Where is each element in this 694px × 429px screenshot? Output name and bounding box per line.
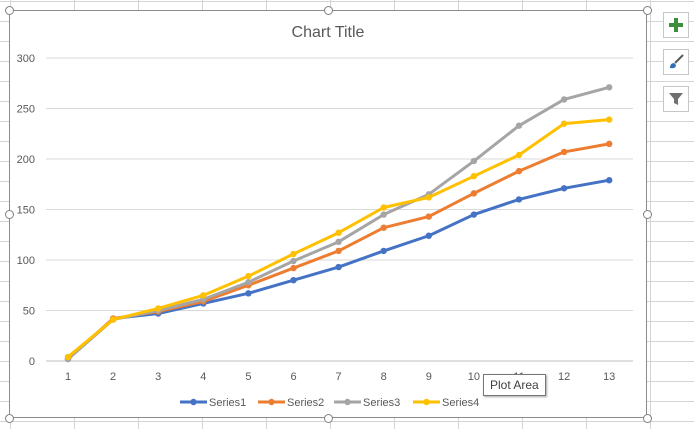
x-tick-label: 12 [558,371,570,383]
chart-styles-button[interactable] [663,49,689,75]
data-point[interactable] [380,204,387,211]
data-point[interactable] [515,167,523,175]
data-point[interactable] [606,116,613,123]
resize-handle-top[interactable] [324,6,333,15]
legend-label[interactable]: Series3 [363,397,400,409]
data-point[interactable] [290,277,297,284]
x-tick-label: 5 [245,371,251,383]
data-point[interactable] [515,196,523,203]
y-tick-label: 200 [17,154,35,166]
data-point[interactable] [560,96,568,103]
legend-marker [344,398,351,406]
data-point[interactable] [380,211,387,218]
data-point[interactable] [470,190,478,197]
data-point[interactable] [470,157,478,165]
chart-elements-button[interactable] [663,12,689,38]
y-tick-label: 250 [17,104,35,116]
data-point[interactable] [380,247,387,255]
x-tick-label: 7 [336,371,342,383]
resize-handle-left[interactable] [5,210,14,219]
resize-handle-bottom[interactable] [324,414,333,423]
resize-handle-top-right[interactable] [643,6,652,15]
data-point[interactable] [425,232,432,239]
y-tick-label: 100 [17,255,35,267]
data-point[interactable] [155,305,162,312]
y-tick-label: 300 [17,53,35,65]
data-point[interactable] [560,120,568,127]
data-point[interactable] [606,84,613,91]
data-point[interactable] [290,257,297,265]
data-point[interactable] [560,148,568,156]
data-point[interactable] [245,279,252,286]
data-point[interactable] [245,272,252,280]
data-point[interactable] [245,290,252,297]
data-point[interactable] [515,151,523,159]
resize-handle-bottom-left[interactable] [5,414,14,423]
x-tick-label: 10 [468,371,480,383]
data-point[interactable] [335,229,342,236]
x-tick-label: 3 [155,371,161,383]
data-point[interactable] [109,316,117,323]
brush-icon [670,54,684,69]
data-point[interactable] [470,172,478,180]
y-tick-label: 150 [17,205,35,217]
legend-label[interactable]: Series1 [209,397,246,409]
data-point[interactable] [515,122,523,129]
x-tick-label: 1 [65,371,71,383]
y-tick-label: 0 [29,356,35,368]
legend-marker [190,398,197,406]
resize-handle-bottom-right[interactable] [643,414,652,423]
data-point[interactable] [606,140,613,148]
x-tick-label: 2 [110,371,116,383]
x-tick-label: 9 [426,371,432,383]
data-point[interactable] [335,238,342,246]
legend-marker [268,398,275,406]
data-point[interactable] [380,224,387,231]
data-point[interactable] [335,247,342,255]
data-point[interactable] [290,264,297,272]
series-line[interactable] [66,118,611,359]
legend-label[interactable]: Series2 [287,397,324,409]
x-tick-label: 8 [381,371,387,383]
x-tick-label: 13 [603,371,615,383]
data-point[interactable] [64,353,72,361]
y-tick-label: 50 [23,306,35,318]
data-point[interactable] [290,250,297,258]
data-point[interactable] [425,213,432,220]
chart-area[interactable] [9,10,647,418]
data-point[interactable] [470,211,478,218]
series-line[interactable] [66,85,611,361]
legend-marker [423,398,430,406]
data-point[interactable] [200,292,207,299]
x-tick-label: 4 [200,371,206,383]
plus-icon [669,18,683,32]
filter-icon [669,93,683,105]
data-point[interactable] [560,185,568,192]
chart-filters-button[interactable] [663,86,689,112]
chart-title[interactable]: Chart Title [292,24,365,41]
x-tick-label: 6 [290,371,296,383]
resize-handle-right[interactable] [643,210,652,219]
legend-label[interactable]: Series4 [442,397,479,409]
data-point[interactable] [606,177,613,184]
resize-handle-top-left[interactable] [5,6,14,15]
plot-area-tooltip: Plot Area [483,374,546,396]
data-point[interactable] [335,263,342,271]
data-point[interactable] [425,194,432,201]
